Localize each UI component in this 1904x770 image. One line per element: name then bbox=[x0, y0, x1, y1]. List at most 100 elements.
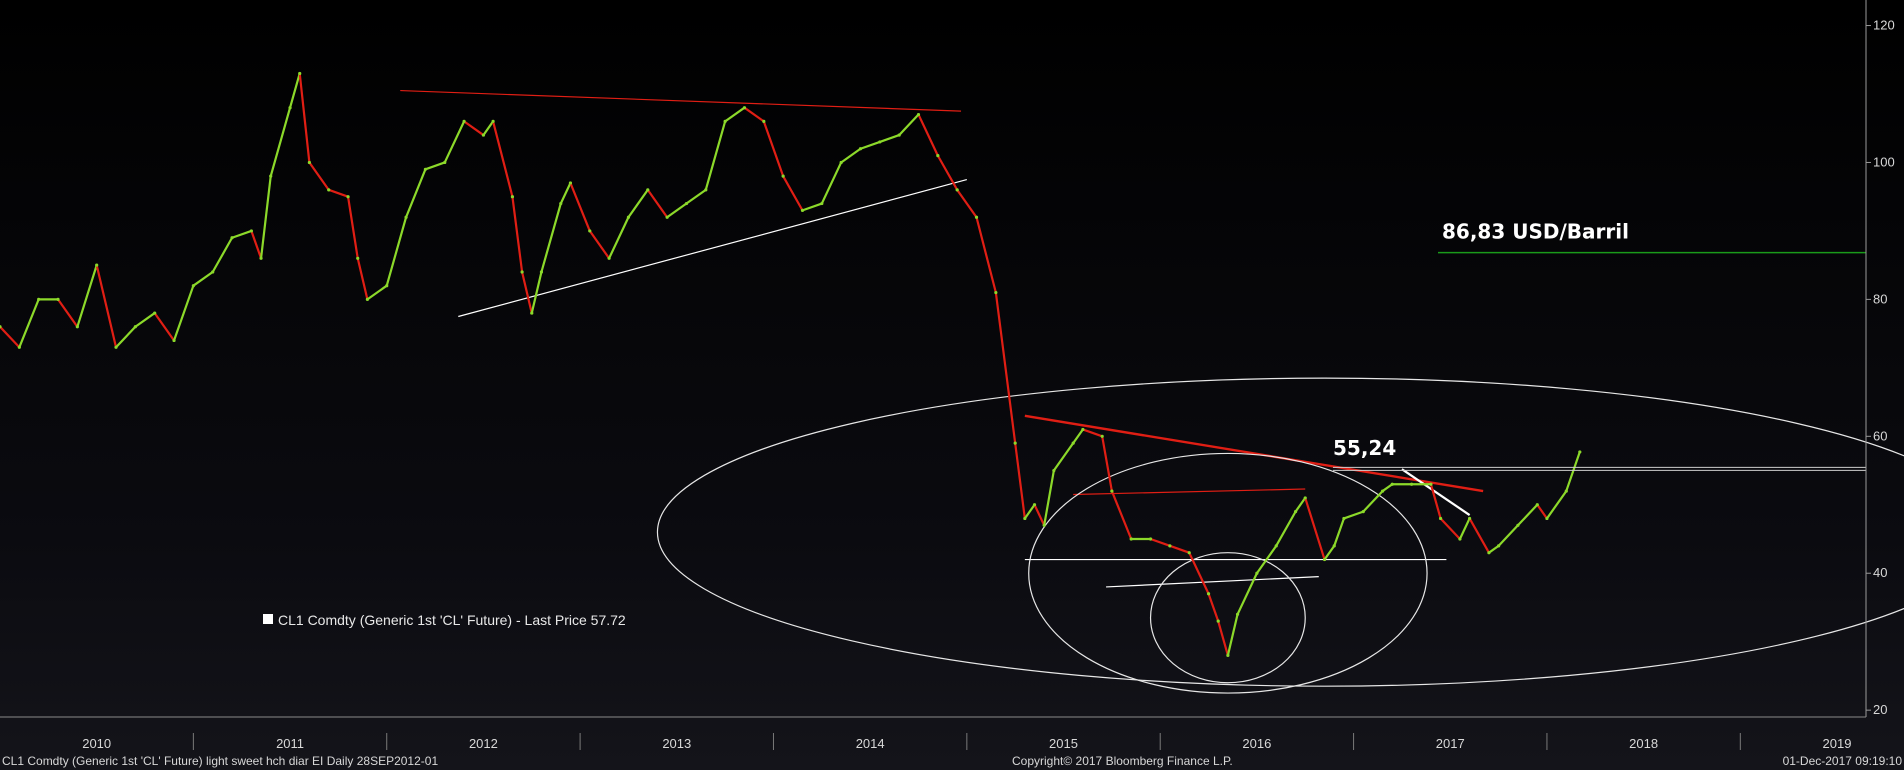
red-trendline bbox=[400, 89, 962, 112]
price-point bbox=[559, 201, 563, 206]
price-point bbox=[298, 71, 302, 76]
price-segment bbox=[482, 120, 495, 137]
legend-label: CL1 Comdty (Generic 1st 'CL' Future) - L… bbox=[278, 612, 626, 628]
price-segment bbox=[443, 120, 466, 164]
price-point bbox=[288, 106, 292, 110]
price-point bbox=[839, 160, 843, 165]
price-segment bbox=[685, 188, 707, 205]
price-point bbox=[1110, 489, 1114, 493]
y-tick-label: 20 bbox=[1873, 702, 1887, 717]
price-point bbox=[510, 195, 515, 199]
price-segment bbox=[366, 284, 388, 301]
price-point bbox=[897, 133, 901, 137]
price-point bbox=[1042, 523, 1046, 527]
price-point bbox=[1032, 503, 1037, 507]
x-tick-label: 2017 bbox=[1436, 736, 1465, 751]
white-trendline bbox=[1401, 468, 1471, 516]
price-segment bbox=[724, 106, 746, 123]
price-point bbox=[1497, 544, 1501, 548]
price-point bbox=[1458, 537, 1462, 541]
price-point bbox=[955, 188, 959, 192]
price-point bbox=[17, 345, 21, 349]
price-segment bbox=[1536, 503, 1549, 520]
white-trendline bbox=[1106, 576, 1319, 588]
x-tick-label: 2013 bbox=[662, 736, 691, 751]
price-segment bbox=[898, 113, 920, 137]
price-segment bbox=[666, 202, 688, 219]
price-point bbox=[1380, 489, 1385, 493]
price-point bbox=[56, 297, 60, 301]
x-tick-label: 2018 bbox=[1629, 736, 1658, 751]
price-segment bbox=[1381, 483, 1394, 493]
price-point bbox=[974, 215, 979, 219]
price-segment bbox=[936, 154, 959, 191]
price-segment bbox=[95, 264, 118, 349]
price-point bbox=[191, 284, 195, 288]
price-point bbox=[1226, 653, 1230, 657]
price-point bbox=[1390, 482, 1394, 486]
pattern-ellipse bbox=[657, 377, 1904, 687]
price-segment bbox=[424, 161, 446, 171]
pattern-ellipse bbox=[1149, 552, 1306, 684]
price-segment bbox=[1236, 572, 1258, 616]
price-point bbox=[269, 174, 273, 178]
annotations: 86,83 USD/Barril 55,24 bbox=[1333, 220, 1866, 471]
price-point bbox=[1052, 468, 1056, 473]
price-segment bbox=[404, 168, 427, 219]
price-segment bbox=[1294, 496, 1307, 513]
price-segment bbox=[743, 106, 765, 123]
price-point bbox=[172, 338, 176, 343]
price-series bbox=[0, 71, 1582, 657]
price-point bbox=[626, 215, 631, 219]
price-point bbox=[1023, 516, 1027, 521]
price-segment bbox=[1323, 544, 1336, 561]
price-segment bbox=[1362, 489, 1384, 513]
x-tick-label: 2010 bbox=[82, 736, 111, 751]
price-point bbox=[762, 119, 766, 123]
price-segment bbox=[1333, 517, 1346, 547]
price-point bbox=[1187, 551, 1191, 555]
price-segment bbox=[1226, 613, 1239, 657]
price-point bbox=[665, 215, 669, 219]
price-segment bbox=[1304, 496, 1326, 561]
price-point bbox=[1303, 496, 1307, 500]
trendlines bbox=[400, 89, 1904, 694]
x-tick-label: 2015 bbox=[1049, 736, 1078, 751]
price-segment bbox=[230, 229, 253, 239]
footer: CL1 Comdty (Generic 1st 'CL' Future) lig… bbox=[2, 754, 1902, 768]
price-point bbox=[75, 325, 79, 329]
price-point bbox=[346, 195, 350, 199]
price-point bbox=[114, 345, 118, 349]
price-segment bbox=[56, 298, 79, 328]
price-segment bbox=[1439, 517, 1462, 541]
price-segment bbox=[1516, 503, 1539, 527]
y-axis: 20 40 60 80 100 120 bbox=[1865, 0, 1895, 717]
price-segment bbox=[1458, 517, 1471, 541]
x-tick-label: 2019 bbox=[1823, 736, 1852, 751]
price-segment bbox=[1342, 510, 1365, 520]
x-axis: 2010 2011 2012 2013 2014 2015 2016 2017 2018 2019 bbox=[0, 716, 1866, 751]
price-segment bbox=[1217, 620, 1229, 657]
price-point bbox=[1564, 489, 1568, 493]
price-point bbox=[1438, 516, 1443, 521]
price-segment bbox=[1207, 592, 1220, 623]
x-tick-label: 2012 bbox=[469, 736, 498, 751]
price-point bbox=[1100, 434, 1104, 438]
price-segment bbox=[259, 175, 272, 260]
price-segment bbox=[1072, 428, 1084, 445]
price-point bbox=[1216, 619, 1220, 623]
price-point bbox=[1409, 482, 1414, 486]
price-segment bbox=[1043, 469, 1055, 527]
price-point bbox=[723, 119, 727, 123]
price-segment bbox=[1014, 442, 1026, 520]
red-trendline bbox=[1073, 488, 1306, 496]
legend: CL1 Comdty (Generic 1st 'CL' Future) - L… bbox=[263, 612, 626, 628]
price-segment bbox=[1565, 450, 1581, 493]
price-point bbox=[530, 311, 534, 315]
price-segment bbox=[820, 161, 843, 205]
price-segment bbox=[462, 120, 485, 137]
price-segment bbox=[0, 325, 21, 349]
price-segment bbox=[1033, 503, 1046, 527]
price-point bbox=[742, 106, 747, 110]
price-segment bbox=[288, 72, 301, 109]
